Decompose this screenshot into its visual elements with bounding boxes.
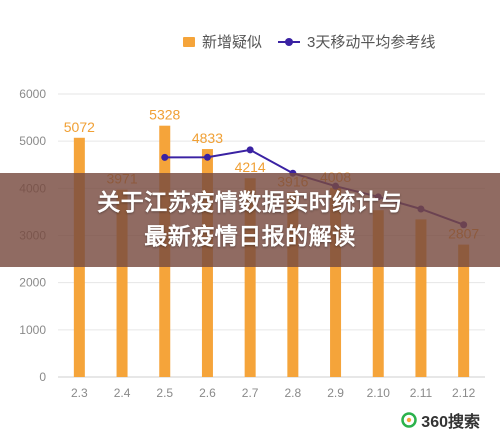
x-tick-label: 2.5	[156, 386, 173, 400]
x-tick-label: 2.11	[410, 386, 433, 400]
x-tick-label: 2.6	[199, 386, 216, 400]
x-tick-label: 2.4	[114, 386, 131, 400]
bar	[116, 189, 128, 377]
x-tick-label: 2.3	[71, 386, 88, 400]
headline-banner: 关于江苏疫情数据实时统计与 最新疫情日报的解读	[0, 173, 500, 267]
bar-value-label: 4833	[192, 130, 223, 146]
watermark: 360搜索	[401, 408, 480, 432]
y-tick-label: 0	[39, 370, 46, 384]
y-tick-label: 2000	[19, 276, 46, 290]
legend-item-line[interactable]: 3天移动平均参考线	[278, 31, 435, 52]
y-tick-label: 5000	[19, 134, 46, 148]
legend-item-bar[interactable]: 新增疑似	[183, 31, 262, 52]
x-tick-label: 2.9	[327, 386, 344, 400]
y-tick-label: 1000	[19, 323, 46, 337]
x-tick-label: 2.10	[367, 386, 391, 400]
bar-value-label: 5328	[149, 107, 180, 123]
bar-value-label: 5072	[64, 119, 95, 135]
legend-bar-label: 新增疑似	[202, 34, 263, 51]
moving-average-point	[246, 146, 254, 154]
bar	[287, 192, 299, 377]
watermark-text: 360搜索	[421, 414, 480, 431]
x-tick-label: 2.7	[242, 386, 259, 400]
x-tick-label: 2.12	[452, 386, 476, 400]
bar	[372, 210, 384, 377]
moving-average-point	[161, 153, 169, 161]
x-tick-label: 2.8	[285, 386, 302, 400]
bar	[244, 178, 256, 377]
legend-line-swatch	[278, 37, 301, 47]
headline-line-2: 最新疫情日报的解读	[144, 224, 356, 250]
x-axis-ticks: 2.3 2.4 2.5 2.6 2.7 2.8 2.9 2.10 2.11 2.12	[71, 386, 476, 400]
bar	[330, 187, 342, 377]
bar	[415, 219, 427, 377]
moving-average-point	[203, 153, 211, 161]
headline-line-1: 关于江苏疫情数据实时统计与	[97, 190, 403, 216]
bar-value-label: 4214	[235, 159, 266, 175]
legend-bar-swatch	[183, 36, 195, 47]
360-search-logo-icon	[401, 412, 418, 428]
legend-line-label: 3天移动平均参考线	[307, 34, 436, 51]
legend: 新增疑似 3天移动平均参考线	[183, 31, 435, 52]
bar	[458, 244, 470, 377]
y-tick-label: 6000	[19, 87, 46, 101]
